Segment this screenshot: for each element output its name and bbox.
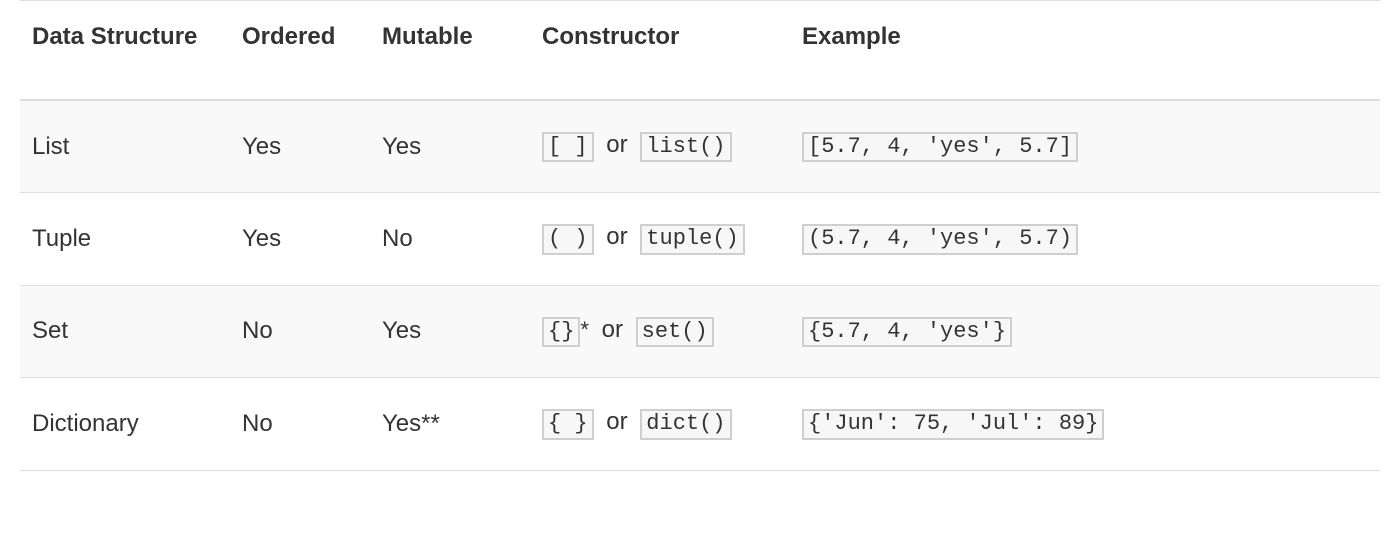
ctor-or: or	[606, 131, 627, 158]
cell-constructor: ( ) or tuple()	[530, 193, 790, 285]
col-mutable: Mutable	[370, 1, 530, 101]
ctor-literal-code: [ ]	[542, 132, 594, 162]
table-row: Set No Yes {}* or set() {5.7, 4, 'yes'}	[20, 285, 1380, 377]
ctor-literal-code: {}	[542, 317, 580, 347]
data-structures-table-wrap: Data Structure Ordered Mutable Construct…	[0, 0, 1400, 471]
ctor-func-code: dict()	[640, 409, 731, 439]
cell-example: (5.7, 4, 'yes', 5.7)	[790, 193, 1380, 285]
table-row: List Yes Yes [ ] or list() [5.7, 4, 'yes…	[20, 100, 1380, 193]
data-structures-table: Data Structure Ordered Mutable Construct…	[20, 0, 1380, 471]
cell-example: [5.7, 4, 'yes', 5.7]	[790, 100, 1380, 193]
cell-name: Set	[20, 285, 230, 377]
example-code: {5.7, 4, 'yes'}	[802, 317, 1012, 347]
cell-ordered: No	[230, 285, 370, 377]
ctor-or: or	[602, 316, 623, 343]
cell-name: Tuple	[20, 193, 230, 285]
cell-example: {5.7, 4, 'yes'}	[790, 285, 1380, 377]
cell-constructor: {}* or set()	[530, 285, 790, 377]
ctor-func-code: list()	[640, 132, 731, 162]
cell-example: {'Jun': 75, 'Jul': 89}	[790, 378, 1380, 470]
ctor-func-code: set()	[636, 317, 714, 347]
cell-mutable: No	[370, 193, 530, 285]
col-ordered: Ordered	[230, 1, 370, 101]
cell-constructor: { } or dict()	[530, 378, 790, 470]
example-code: [5.7, 4, 'yes', 5.7]	[802, 132, 1078, 162]
example-code: (5.7, 4, 'yes', 5.7)	[802, 224, 1078, 254]
ctor-literal-code: { }	[542, 409, 594, 439]
cell-ordered: Yes	[230, 100, 370, 193]
table-header-row: Data Structure Ordered Mutable Construct…	[20, 1, 1380, 101]
col-constructor: Constructor	[530, 1, 790, 101]
cell-ordered: Yes	[230, 193, 370, 285]
example-code: {'Jun': 75, 'Jul': 89}	[802, 409, 1104, 439]
cell-name: List	[20, 100, 230, 193]
table-row: Dictionary No Yes** { } or dict() {'Jun'…	[20, 378, 1380, 470]
cell-name: Dictionary	[20, 378, 230, 470]
ctor-or: or	[606, 408, 627, 435]
ctor-literal-code: ( )	[542, 224, 594, 254]
cell-mutable: Yes**	[370, 378, 530, 470]
cell-mutable: Yes	[370, 100, 530, 193]
ctor-or: or	[606, 223, 627, 250]
cell-constructor: [ ] or list()	[530, 100, 790, 193]
col-example: Example	[790, 1, 1380, 101]
ctor-func-code: tuple()	[640, 224, 744, 254]
ctor-star: *	[580, 317, 589, 342]
cell-ordered: No	[230, 378, 370, 470]
table-row: Tuple Yes No ( ) or tuple() (5.7, 4, 'ye…	[20, 193, 1380, 285]
col-data-structure: Data Structure	[20, 1, 230, 101]
cell-mutable: Yes	[370, 285, 530, 377]
